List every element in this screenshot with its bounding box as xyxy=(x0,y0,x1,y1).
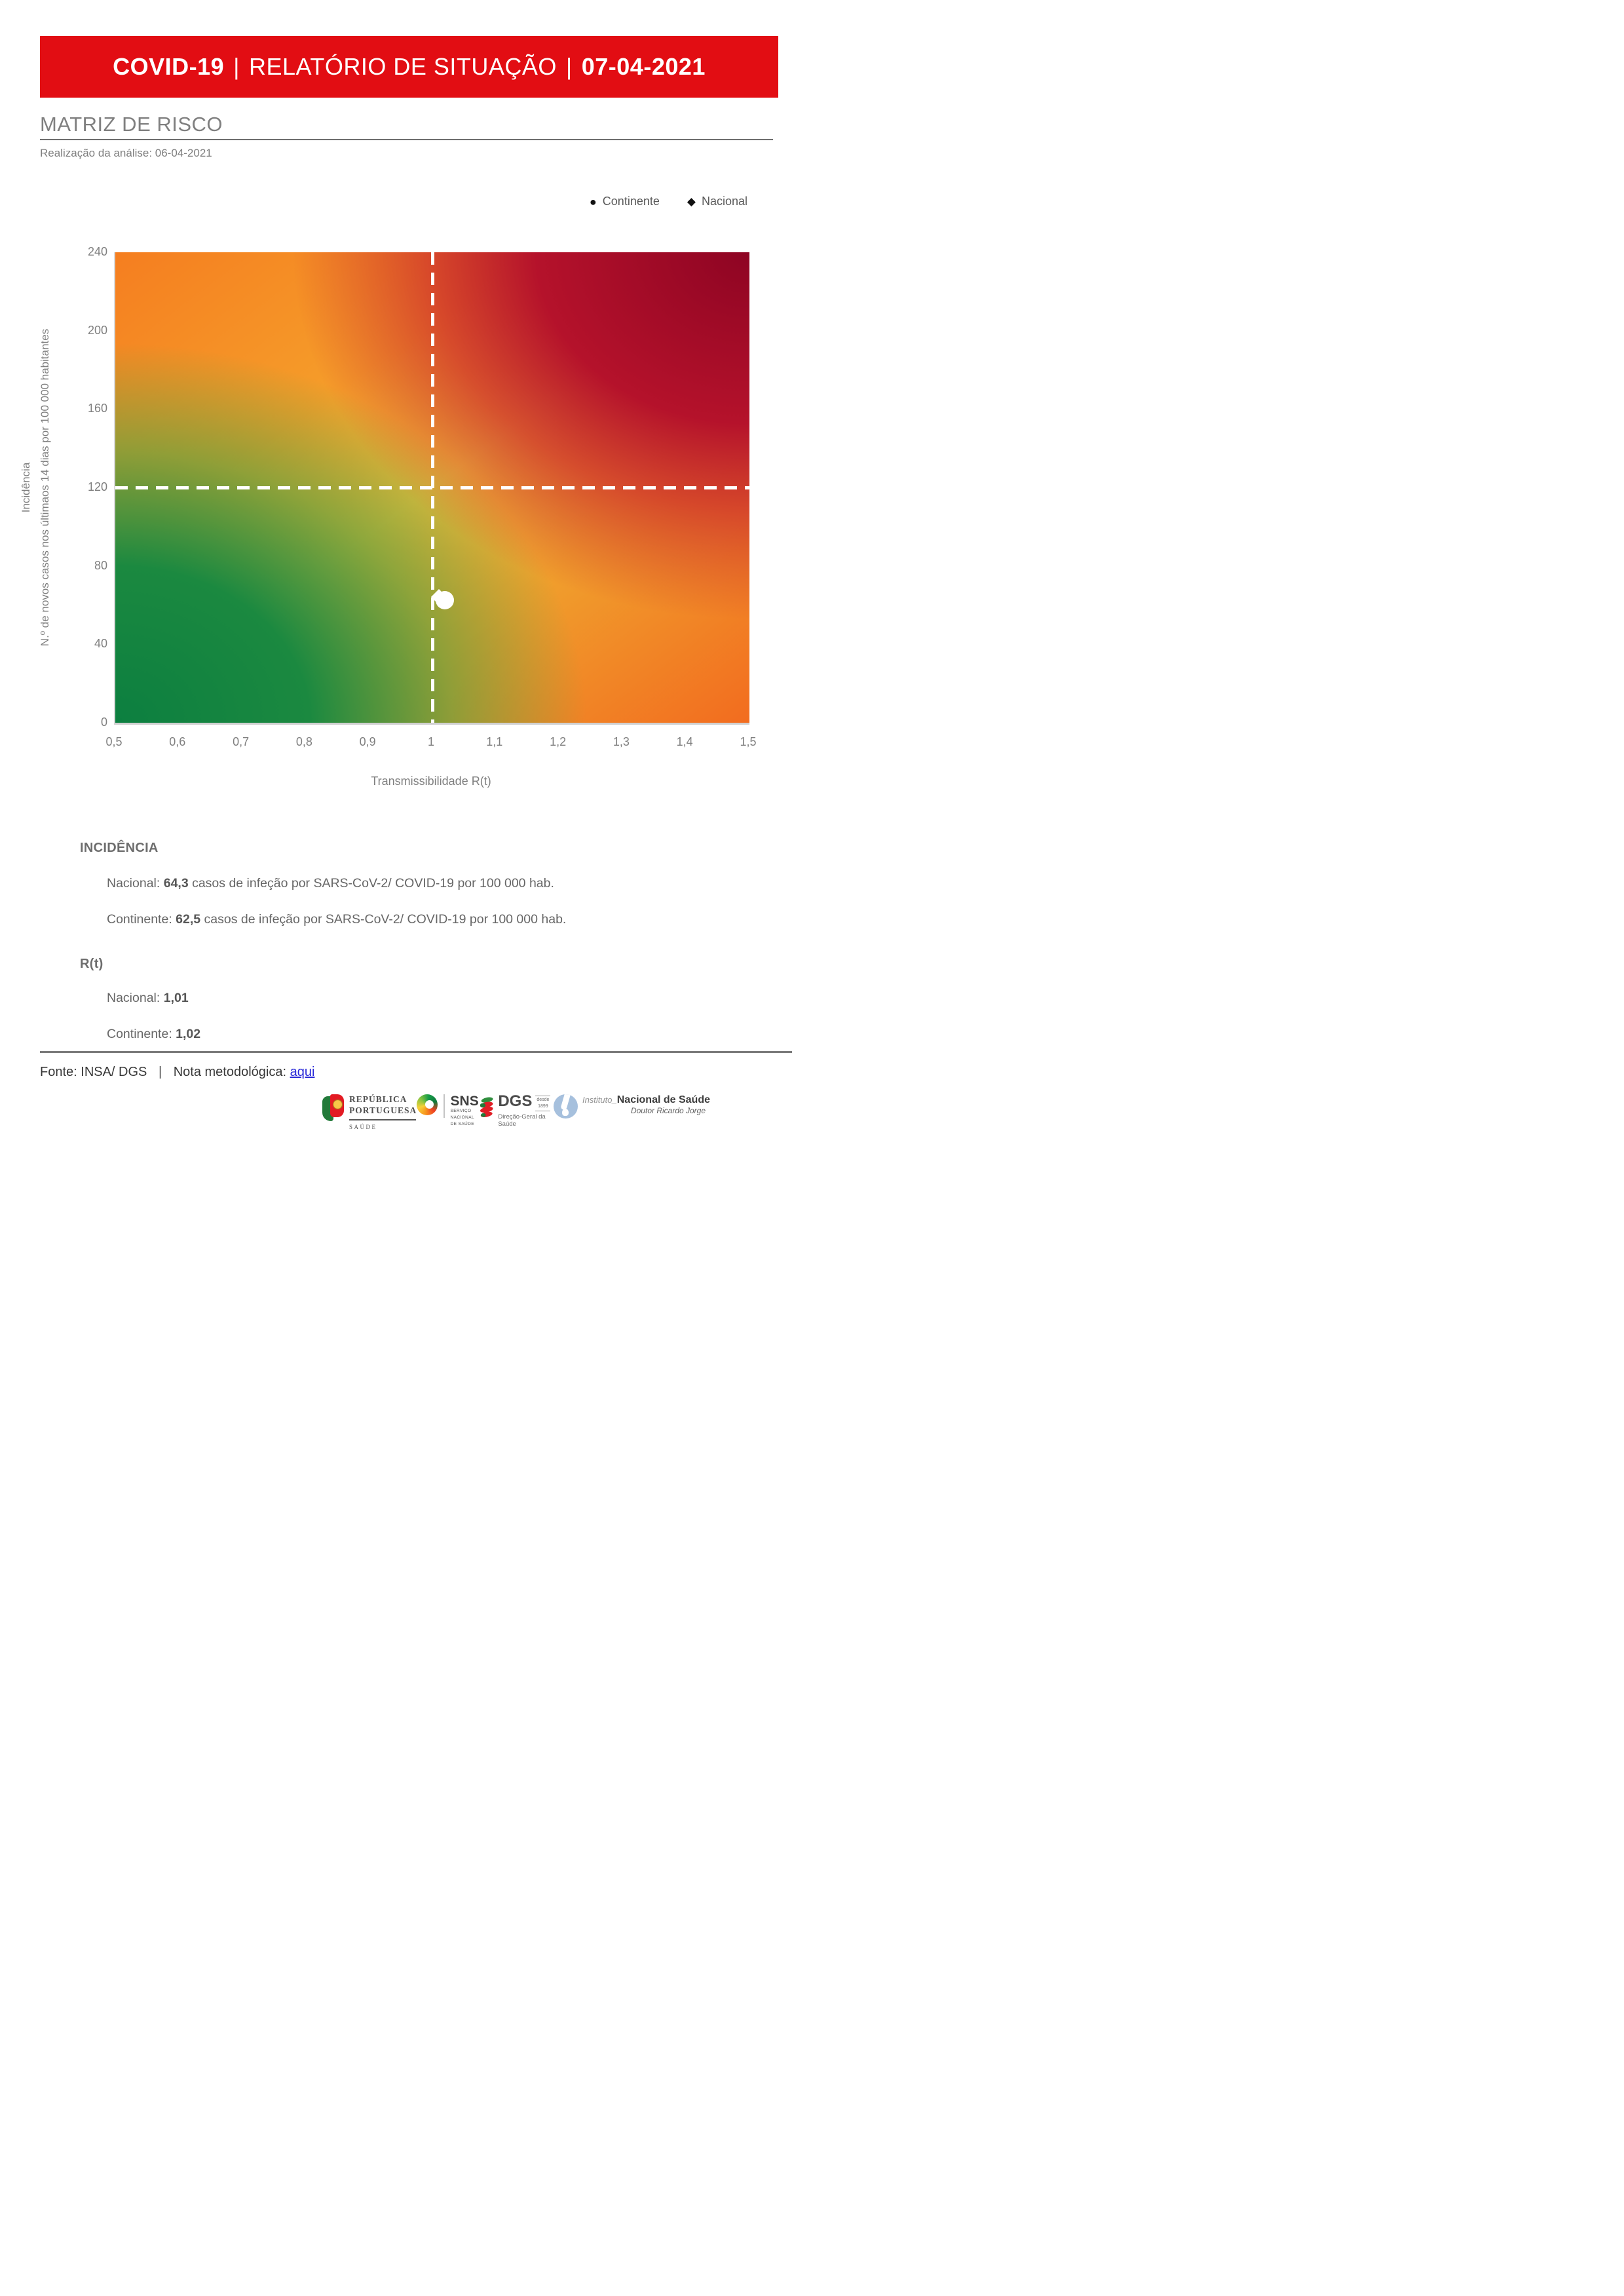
rt-section-title: R(t) xyxy=(80,957,104,971)
x-tick-label: 0,5 xyxy=(105,735,123,748)
dgs-logo: DGS desde 1899 Direção-Geral da Saúde xyxy=(480,1094,554,1128)
rt-nacional-label: Nacional: xyxy=(107,991,164,1005)
insa-logo-icon xyxy=(553,1094,578,1119)
analysis-date-note: Realização da análise: 06-04-2021 xyxy=(40,147,212,159)
y-tick-label: 40 xyxy=(94,637,107,651)
x-tick-label: 1,2 xyxy=(550,735,567,748)
x-axis-title: Transmissibilidade R(t) xyxy=(371,775,491,788)
x-axis-tick-labels: 0,5 0,6 0,7 0,8 0,9 1 1,1 1,2 1,3 1,4 1,5 xyxy=(105,735,756,755)
sns-abbr: SNS xyxy=(450,1094,479,1109)
report-page: { "header": { "program": "COVID-19", "pi… xyxy=(0,0,812,1148)
x-tick-label: 1 xyxy=(427,735,434,748)
incidencia-section-title: INCIDÊNCIA xyxy=(80,841,159,855)
header-date: 07-04-2021 xyxy=(581,53,706,80)
source-pipe: | xyxy=(158,1065,162,1079)
methodology-note-link[interactable]: aqui xyxy=(290,1065,315,1079)
y-tick-label: 200 xyxy=(87,323,107,337)
nacional-diamond-marker-icon: ◆ xyxy=(687,195,696,208)
x-tick-label: 1,5 xyxy=(740,735,757,748)
header-pipe-2: | xyxy=(565,53,573,80)
x-tick-label: 0,7 xyxy=(233,735,250,748)
y-tick-label: 80 xyxy=(94,558,107,572)
y-tick-label: 240 xyxy=(87,245,107,258)
legend-continente-label: Continente xyxy=(602,195,660,208)
dgs-sub: Direção-Geral da Saúde xyxy=(498,1113,546,1128)
sns-sub1: SERVIÇO NACIONAL xyxy=(450,1109,474,1120)
chart-legend: ● Continente ◆ Nacional xyxy=(590,195,747,208)
page-title: MATRIZ DE RISCO xyxy=(40,113,223,136)
x-tick-label: 1,1 xyxy=(486,735,503,748)
incidencia-continente-value: 62,5 xyxy=(176,912,201,927)
republica-line1: REPÚBLICA xyxy=(349,1094,407,1104)
rt-continente-label: Continente: xyxy=(107,1027,176,1041)
insa-sep: _ xyxy=(612,1095,617,1105)
dgs-logo-icon xyxy=(480,1097,493,1118)
insa-name: Nacional de Saúde xyxy=(616,1094,710,1105)
legend-item-nacional: ◆ Nacional xyxy=(687,195,747,208)
header-report-name: RELATÓRIO DE SITUAÇÃO xyxy=(248,53,557,80)
continente-circle-marker-icon: ● xyxy=(589,195,597,208)
dgs-abbr: DGS xyxy=(498,1092,533,1110)
header-pipe-1: | xyxy=(233,53,240,80)
republica-portuguesa-logo: REPÚBLICA PORTUGUESA SAÚDE xyxy=(322,1094,417,1130)
incidencia-nacional-rest: casos de infeção por SARS-CoV-2/ COVID-1… xyxy=(188,876,554,890)
portugal-flag-emblem-icon xyxy=(322,1094,345,1123)
header-program: COVID-19 xyxy=(113,53,225,80)
y-tick-label: 0 xyxy=(100,716,107,729)
rt-nacional-value: 1,01 xyxy=(163,991,189,1005)
x-tick-label: 1,4 xyxy=(676,735,693,748)
incidencia-continente-rest: casos de infeção por SARS-CoV-2/ COVID-1… xyxy=(200,912,567,927)
legend-nacional-label: Nacional xyxy=(701,195,747,208)
sns-logo-icon xyxy=(417,1094,438,1115)
sns-logo: SNS SERVIÇO NACIONAL DE SAÚDE xyxy=(417,1094,480,1127)
x-tick-label: 0,6 xyxy=(169,735,186,748)
rt-continente-value: 1,02 xyxy=(176,1027,201,1041)
risk-matrix-heatmap xyxy=(114,252,749,725)
rt-nacional-line: Nacional: 1,01 xyxy=(107,991,189,1006)
incidencia-nacional-value: 64,3 xyxy=(163,876,189,890)
source-line: Fonte: INSA/ DGS | Nota metodológica: aq… xyxy=(40,1065,314,1080)
insa-sub: Doutor Ricardo Jorge xyxy=(630,1106,706,1115)
report-header-banner: COVID-19 | RELATÓRIO DE SITUAÇÃO | 07-04… xyxy=(40,36,778,98)
source-text: Fonte: INSA/ DGS xyxy=(40,1065,147,1079)
footer-logos: REPÚBLICA PORTUGUESA SAÚDE SNS SERVIÇO N… xyxy=(322,1094,710,1130)
y-tick-label: 160 xyxy=(87,402,107,415)
y-axis-tick-labels: 240 200 160 120 80 40 0 xyxy=(0,245,107,729)
insa-pre: Instituto xyxy=(582,1095,613,1105)
incidencia-nacional-line: Nacional: 64,3 casos de infeção por SARS… xyxy=(107,876,554,891)
footer-divider xyxy=(40,1051,792,1053)
republica-saude: SAÚDE xyxy=(349,1123,377,1130)
rt-continente-line: Continente: 1,02 xyxy=(107,1027,200,1042)
incidencia-continente-label: Continente: xyxy=(107,912,176,927)
incidencia-continente-line: Continente: 62,5 casos de infeção por SA… xyxy=(107,912,566,927)
dgs-since: desde 1899 xyxy=(535,1096,551,1111)
x-tick-label: 0,9 xyxy=(359,735,376,748)
methodology-note-label: Nota metodológica: xyxy=(173,1065,287,1079)
incidence-threshold-dashed-line xyxy=(115,486,749,489)
sns-sub2: DE SAÚDE xyxy=(450,1121,474,1126)
republica-line2: PORTUGUESA xyxy=(349,1105,417,1115)
insa-logo: Instituto_Nacional de Saúde Doutor Ricar… xyxy=(553,1094,710,1119)
title-underline xyxy=(40,139,773,140)
legend-item-continente: ● Continente xyxy=(590,195,660,208)
continente-data-point xyxy=(436,591,455,610)
republica-rule xyxy=(349,1119,416,1120)
y-tick-label: 120 xyxy=(87,480,107,493)
x-tick-label: 1,3 xyxy=(613,735,630,748)
incidencia-nacional-label: Nacional: xyxy=(107,876,164,890)
x-tick-label: 0,8 xyxy=(295,735,312,748)
